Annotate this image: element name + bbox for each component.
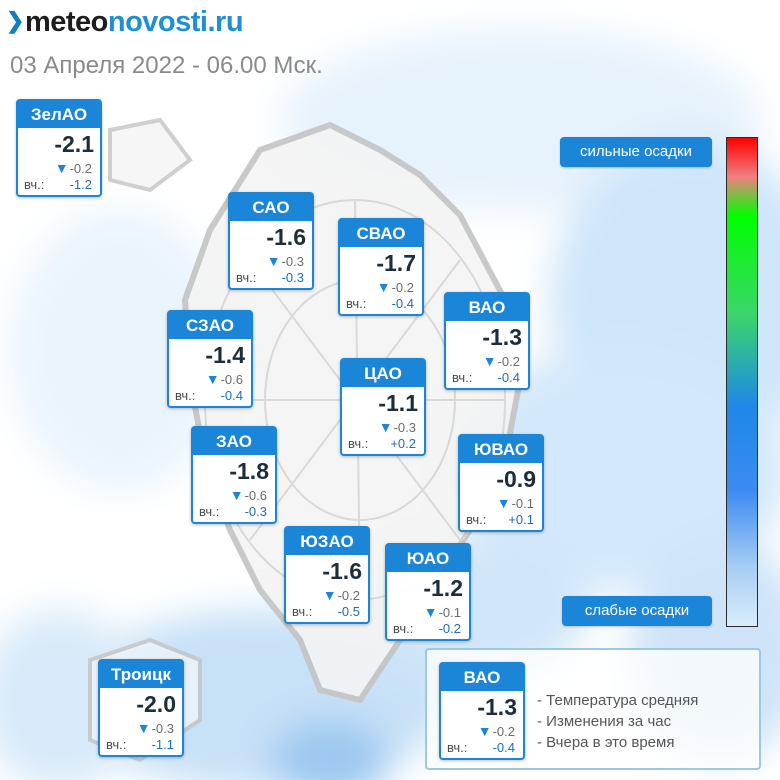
yesterday-label: вч.: [447, 740, 468, 755]
down-triangle-icon: ▼ [376, 279, 391, 295]
yesterday-value: -1.2 [69, 177, 92, 192]
district-change: ▼-0.3 [378, 419, 416, 435]
legend-panel: ВАО -1.3 ▼-0.2 вч.: -0.4 - Температура с… [425, 648, 761, 770]
yesterday-label: вч.: [393, 621, 414, 636]
district-change: ▼-0.2 [477, 723, 515, 739]
yesterday-value: -0.4 [497, 370, 520, 385]
down-triangle-icon: ▼ [482, 353, 497, 369]
district-change: ▼-0.1 [496, 495, 534, 511]
heavy-precip-label: сильные осадки [560, 137, 712, 167]
down-triangle-icon: ▼ [136, 720, 151, 736]
yesterday-label: вч.: [236, 270, 257, 285]
yesterday-value: +0.2 [390, 436, 416, 451]
down-triangle-icon: ▼ [378, 419, 393, 435]
district-card-zelao: ЗелАО -2.1 ▼-0.2 вч.: -1.2 [16, 99, 102, 197]
legend-sample-card: ВАО -1.3 ▼-0.2 вч.: -0.4 [439, 662, 525, 760]
district-change: ▼-0.3 [266, 253, 304, 269]
district-temp: -0.9 [496, 466, 536, 492]
district-card-yuao: ЮАО -1.2 ▼-0.1 вч.: -0.2 [385, 543, 471, 641]
district-card-sao: САО -1.6 ▼-0.3 вч.: -0.3 [228, 192, 314, 290]
yesterday-label: вч.: [466, 512, 487, 527]
down-triangle-icon: ▼ [229, 487, 244, 503]
site-logo[interactable]: ❯meteonovosti.ru [6, 6, 244, 38]
district-name: ЮВАО [460, 436, 542, 463]
light-precip-label: слабые осадки [562, 596, 712, 626]
district-name: ЮЗАО [286, 528, 368, 555]
yesterday-value: -0.5 [337, 604, 360, 619]
district-temp: -1.6 [322, 558, 362, 584]
district-name: САО [230, 194, 312, 221]
down-triangle-icon: ▼ [205, 371, 220, 387]
logo-mark-icon: ❯ [6, 8, 24, 33]
yesterday-label: вч.: [346, 296, 367, 311]
down-triangle-icon: ▼ [496, 495, 511, 511]
district-change: ▼-0.1 [423, 604, 461, 620]
legend-text: - Температура средняя - Изменения за час… [537, 690, 698, 753]
yesterday-label: вч.: [106, 737, 127, 752]
legend-line-yesterday: - Вчера в это время [537, 734, 675, 751]
down-triangle-icon: ▼ [423, 604, 438, 620]
legend-line-hourly-change: - Изменения за час [537, 713, 672, 730]
down-triangle-icon: ▼ [266, 253, 281, 269]
district-change: ▼-0.2 [322, 587, 360, 603]
district-change: ▼-0.3 [136, 720, 174, 736]
yesterday-label: вч.: [199, 504, 220, 519]
district-temp: -2.1 [54, 131, 94, 157]
district-card-troitsk: Троицк -2.0 ▼-0.3 вч.: -1.1 [98, 659, 184, 757]
yesterday-label: вч.: [175, 388, 196, 403]
district-temp: -1.6 [266, 224, 306, 250]
district-card-yuvao: ЮВАО -0.9 ▼-0.1 вч.: +0.1 [458, 434, 544, 532]
legend-line-avg-temp: - Температура средняя [537, 692, 699, 709]
yesterday-label: вч.: [24, 177, 45, 192]
date-line: 03 Апреля 2022 - 06.00 Мск. [10, 52, 323, 79]
district-name: СВАО [340, 220, 422, 247]
yesterday-value: -0.3 [244, 504, 267, 519]
yesterday-label: вч.: [452, 370, 473, 385]
yesterday-value: -0.3 [281, 270, 304, 285]
district-card-svao: СВАО -1.7 ▼-0.2 вч.: -0.4 [338, 218, 424, 316]
district-change: ▼-0.6 [205, 371, 243, 387]
district-change: ▼-0.2 [54, 160, 92, 176]
district-card-cao: ЦАО -1.1 ▼-0.3 вч.: +0.2 [340, 358, 426, 456]
yesterday-value: -1.1 [151, 737, 174, 752]
yesterday-value: -0.2 [438, 621, 461, 636]
district-name: ЗАО [193, 428, 275, 455]
down-triangle-icon: ▼ [322, 587, 337, 603]
district-temp: -1.2 [423, 575, 463, 601]
district-name: ЗелАО [18, 101, 100, 128]
district-temp: -1.1 [378, 390, 418, 416]
district-card-vao: ВАО -1.3 ▼-0.2 вч.: -0.4 [444, 292, 530, 390]
district-change: ▼-0.2 [482, 353, 520, 369]
district-temp: -2.0 [136, 691, 176, 717]
district-name: ЮАО [387, 545, 469, 572]
district-temp: -1.8 [229, 458, 269, 484]
down-triangle-icon: ▼ [54, 160, 69, 176]
district-name: ВАО [441, 664, 523, 691]
district-name: СЗАО [169, 312, 251, 339]
district-temp: -1.4 [205, 342, 245, 368]
yesterday-value: -0.4 [220, 388, 243, 403]
district-change: ▼-0.6 [229, 487, 267, 503]
district-name: Троицк [100, 661, 182, 688]
district-card-szao: СЗАО -1.4 ▼-0.6 вч.: -0.4 [167, 310, 253, 408]
yesterday-label: вч.: [292, 604, 313, 619]
district-card-yuzao: ЮЗАО -1.6 ▼-0.2 вч.: -0.5 [284, 526, 370, 624]
district-card-zao: ЗАО -1.8 ▼-0.6 вч.: -0.3 [191, 426, 277, 524]
district-name: ВАО [446, 294, 528, 321]
down-triangle-icon: ▼ [477, 723, 492, 739]
yesterday-label: вч.: [348, 436, 369, 451]
district-temp: -1.3 [482, 324, 522, 350]
district-change: ▼-0.2 [376, 279, 414, 295]
district-temp: -1.3 [477, 694, 517, 720]
yesterday-value: -0.4 [492, 740, 515, 755]
district-name: ЦАО [342, 360, 424, 387]
district-temp: -1.7 [376, 250, 416, 276]
precipitation-colorbar [726, 137, 758, 627]
yesterday-value: +0.1 [508, 512, 534, 527]
yesterday-value: -0.4 [391, 296, 414, 311]
